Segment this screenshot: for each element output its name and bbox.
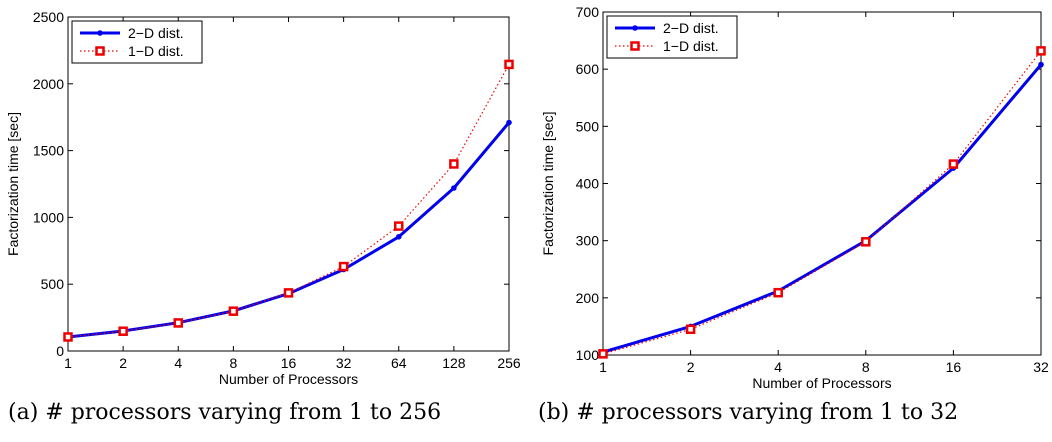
data-point [173,318,183,328]
x-tick-label: 32 [336,355,352,371]
x-axis-label: Number of Processors [219,371,358,387]
legend-box [71,20,203,64]
chart-a: 1 2 4 8 16 32 64 128 256 0 500 1000 1500 2000 2500 Numb… [5,9,521,387]
x-tick-label: 16 [281,355,297,371]
chart-panel-b: 1 2 4 8 16 32 100 200 300 400 500 600 700 Number of P… [526,0,1052,442]
data-point [451,185,457,191]
data-point [449,159,459,169]
y-tick-label: 2500 [33,9,64,25]
x-tick-label: 2 [687,359,695,375]
y-tick-label: 300 [576,233,600,249]
legend-marker [95,46,105,56]
data-point [1038,61,1044,68]
legend-item-1: 1−D dist. [80,43,184,59]
series-1 [598,46,1046,359]
series-line [602,50,1042,355]
data-point [504,59,514,70]
data-point [395,233,402,240]
series-line [602,63,1043,354]
data-point [394,221,404,231]
data-point [685,324,696,335]
data-point [773,287,783,298]
x-tick-label: 128 [442,355,466,371]
legend-item-0: 2−D dist. [615,20,719,36]
caption-b: (b) # processors varying from 1 to 32 [538,400,959,425]
chart-panel-a: 1 2 4 8 16 32 64 128 256 0 500 1000 1500 2000 2500 Numb… [5,9,521,425]
legend-item-0: 2−D dist. [80,25,184,41]
y-tick-label: 200 [576,290,600,306]
data-point [228,306,239,316]
data-point [948,159,959,169]
data-point [506,119,512,126]
plot-frame [602,11,1042,356]
legend: 2−D dist. 1−D dist. [71,20,203,64]
x-tick-label: 4 [174,355,182,371]
legend-label: 1−D dist. [128,43,184,59]
x-tick-label: 2 [119,355,127,371]
legend-label: 1−D dist. [663,38,719,54]
x-tick-label: 1 [64,355,72,371]
data-point [63,332,73,342]
y-tick-label: 2000 [33,76,64,92]
x-tick-label: 256 [497,355,521,371]
legend-item-1: 1−D dist. [615,38,719,54]
y-axis-label: Factorization time [sec] [5,112,21,256]
y-tick-label: 500 [41,276,65,292]
data-point [598,349,608,359]
y-tick-label: 1500 [33,143,64,159]
x-axis-label: Number of Processors [752,375,891,391]
data-point [283,288,294,298]
data-point [1036,46,1046,56]
legend-marker [97,30,103,36]
y-tick-label: 700 [576,4,600,20]
x-tick-label: 8 [229,355,237,371]
y-axis-label: Factorization time [sec] [540,112,556,256]
legend-marker [630,41,640,51]
plot-frame [67,16,510,352]
y-tick-label: 500 [576,118,600,134]
x-tick-label: 1 [599,359,607,375]
x-tick-label: 8 [862,359,870,375]
legend: 2−D dist. 1−D dist. [606,15,738,59]
y-tick-label: 400 [576,176,600,192]
y-tick-label: 100 [576,347,600,363]
y-tick-label: 1000 [33,209,64,225]
y-tick-label: 0 [56,343,64,359]
data-point [118,326,128,336]
legend-box [606,15,738,59]
legend-label: 2−D dist. [663,20,719,36]
legend-marker [632,25,638,31]
y-tick-label: 600 [576,61,600,77]
x-tick-label: 64 [391,355,407,371]
x-tick-label: 16 [946,359,962,375]
data-point [861,237,871,247]
chart-b: 1 2 4 8 16 32 100 200 300 400 500 600 700 Number of P… [540,4,1049,391]
series-1 [63,59,514,342]
x-tick-label: 32 [1033,359,1049,375]
data-point [338,261,349,272]
x-tick-label: 4 [774,359,782,375]
legend-label: 2−D dist. [128,25,184,41]
caption-a: (a) # processors varying from 1 to 256 [8,400,442,425]
